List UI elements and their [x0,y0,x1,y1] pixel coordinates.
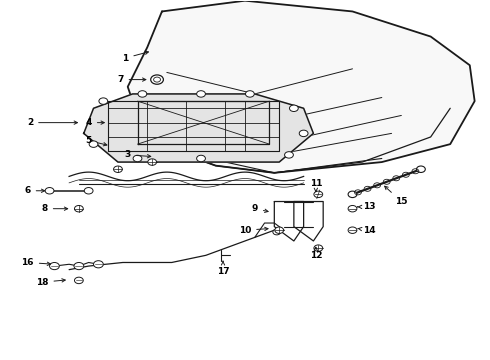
Polygon shape [84,94,314,162]
Text: 11: 11 [310,179,322,192]
Circle shape [348,191,357,198]
Circle shape [154,77,160,82]
Circle shape [290,105,298,112]
Circle shape [138,91,147,97]
Circle shape [196,155,205,162]
Circle shape [299,130,308,136]
Text: 17: 17 [217,261,229,276]
Text: 9: 9 [251,204,268,213]
Circle shape [49,262,59,270]
Text: 16: 16 [22,258,50,267]
Circle shape [314,245,323,251]
Text: 1: 1 [122,51,148,63]
Circle shape [348,206,357,212]
Circle shape [314,191,323,198]
Circle shape [151,75,163,84]
Circle shape [45,188,54,194]
Text: 15: 15 [385,186,408,206]
Circle shape [74,262,84,270]
Text: 12: 12 [310,247,322,260]
Circle shape [99,98,108,104]
Text: 10: 10 [239,226,268,235]
Circle shape [84,188,93,194]
Circle shape [275,227,284,233]
Text: 8: 8 [42,204,68,213]
Circle shape [94,261,103,268]
Text: 14: 14 [358,226,376,235]
Text: 5: 5 [86,136,107,146]
Circle shape [74,206,83,212]
Text: 13: 13 [358,202,376,211]
Circle shape [148,159,157,165]
Circle shape [348,227,357,233]
Circle shape [285,152,294,158]
Text: 2: 2 [27,118,77,127]
Polygon shape [128,1,475,173]
Circle shape [196,91,205,97]
Text: 18: 18 [36,278,65,287]
Text: 3: 3 [124,150,151,159]
Circle shape [114,166,122,172]
Text: 7: 7 [117,75,146,84]
Circle shape [245,91,254,97]
Circle shape [133,155,142,162]
Text: 4: 4 [85,118,104,127]
Circle shape [74,277,83,284]
Circle shape [273,229,281,235]
Circle shape [416,166,425,172]
Text: 6: 6 [24,186,45,195]
Circle shape [89,141,98,147]
